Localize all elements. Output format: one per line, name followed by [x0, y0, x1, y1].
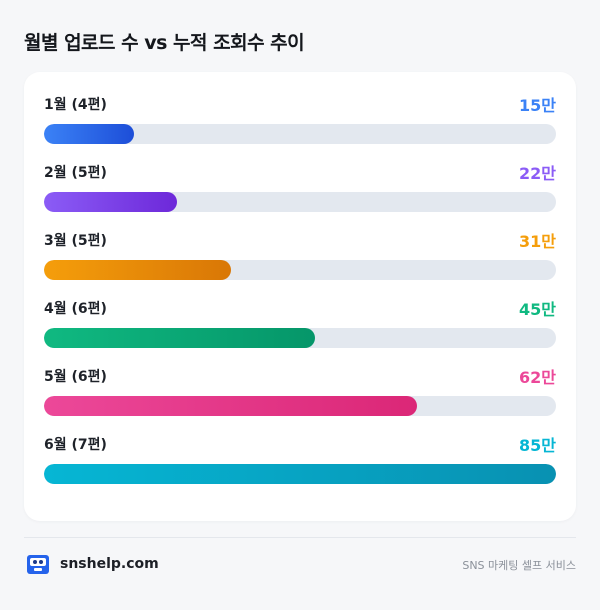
bar-fill — [44, 396, 417, 416]
bar-row: 2월 (5편) 22만 — [44, 162, 556, 212]
footer-tagline: SNS 마케팅 셀프 서비스 — [462, 559, 576, 572]
brand-name[interactable]: snshelp.com — [60, 556, 159, 572]
bar-value-label: 62만 — [519, 368, 556, 387]
chart-card: 1월 (4편) 15만 2월 (5편) 22만 3월 (5편) 31만 4월 (6편) 45만… — [24, 72, 576, 521]
bar-category-label: 1월 (4편) — [44, 97, 107, 113]
bar-row: 3월 (5편) 31만 — [44, 230, 556, 280]
bar-category-label: 4월 (6편) — [44, 301, 107, 317]
chart-title: 월별 업로드 수 vs 누적 조회수 추이 — [24, 32, 305, 54]
bar-row: 1월 (4편) 15만 — [44, 94, 556, 144]
footer-divider — [24, 537, 576, 538]
bar-category-label: 2월 (5편) — [44, 165, 107, 181]
bar-track — [44, 396, 556, 416]
robot-face-icon — [27, 555, 49, 574]
bar-category-label: 6월 (7편) — [44, 437, 107, 453]
bar-value-label: 15만 — [519, 96, 556, 115]
bar-value-label: 45만 — [519, 300, 556, 319]
bar-row: 5월 (6편) 62만 — [44, 366, 556, 416]
bar-row: 4월 (6편) 45만 — [44, 298, 556, 348]
bar-track — [44, 124, 556, 144]
bar-track — [44, 260, 556, 280]
bar-fill — [44, 464, 556, 484]
bar-value-label: 85만 — [519, 436, 556, 455]
bar-value-label: 31만 — [519, 232, 556, 251]
bar-category-label: 5월 (6편) — [44, 369, 107, 385]
bar-track — [44, 328, 556, 348]
bar-track — [44, 464, 556, 484]
bar-fill — [44, 328, 315, 348]
bar-track — [44, 192, 556, 212]
bar-fill — [44, 124, 134, 144]
bar-category-label: 3월 (5편) — [44, 233, 107, 249]
bar-value-label: 22만 — [519, 164, 556, 183]
bar-fill — [44, 192, 177, 212]
bar-fill — [44, 260, 231, 280]
bar-row: 6월 (7편) 85만 — [44, 434, 556, 484]
